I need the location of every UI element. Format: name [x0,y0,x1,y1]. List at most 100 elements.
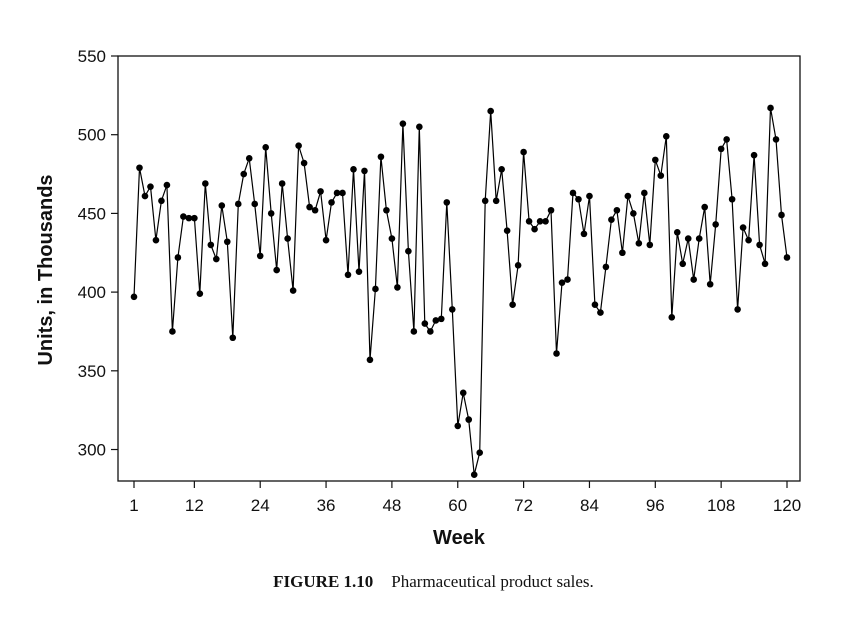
y-tick-label: 400 [78,283,106,302]
figure-caption: FIGURE 1.10 Pharmaceutical product sales. [0,572,867,592]
data-point [147,183,154,190]
data-point [619,249,626,257]
data-point [630,210,637,217]
data-point [465,416,473,423]
data-point [256,252,264,260]
data-point [333,189,341,197]
data-point [657,172,665,179]
figure-caption-text: Pharmaceutical product sales. [391,572,594,591]
data-point [377,153,385,161]
x-tick-label: 36 [317,496,336,515]
data-point [267,210,275,217]
data-point [245,155,253,162]
data-point [745,236,752,244]
data-point [328,199,335,206]
data-point [207,241,215,249]
y-tick-label: 350 [78,362,106,381]
data-point [586,192,593,200]
data-point [553,350,560,357]
data-point [641,189,648,197]
data-point [673,228,681,236]
data-point [756,241,763,249]
y-tick-label: 500 [78,126,106,145]
data-point [432,317,440,324]
data-point [410,328,418,335]
data-point [443,199,451,206]
data-point [613,206,621,214]
data-point [284,235,291,242]
data-point [300,159,308,167]
data-point [547,206,555,214]
data-point [750,151,758,159]
x-tick-label: 96 [646,496,665,515]
data-point [767,104,774,112]
data-point [366,356,374,364]
data-point [251,200,259,208]
data-point [317,188,324,195]
data-point [361,167,368,175]
y-tick-label: 550 [78,47,106,66]
data-point [202,180,209,187]
x-tick-label: 108 [707,496,735,515]
data-point [717,145,725,153]
data-point [558,279,566,286]
data-point [728,195,736,203]
data-point [564,276,571,283]
data-point [240,170,248,178]
data-point [454,422,462,430]
data-point [448,306,456,313]
data-point [679,260,687,268]
data-point [531,225,538,233]
data-point [152,236,160,244]
data-point [372,285,379,293]
data-point [213,255,220,263]
data-point [778,211,785,219]
data-point [399,120,407,127]
data-point [761,260,769,268]
data-point [394,284,401,291]
data-point [635,240,643,247]
data-point [421,320,429,327]
data-point [652,156,659,164]
data-point [514,262,522,269]
data-point [388,235,396,242]
data-point [185,214,193,222]
data-point [459,389,467,397]
data-point [158,197,165,205]
data-point [684,235,692,242]
figure-label: FIGURE 1.10 [273,572,374,591]
data-point [322,236,330,244]
data-point [662,132,670,140]
data-point [536,217,544,225]
data-point [196,290,204,297]
data-point [169,328,176,335]
data-point [262,143,269,151]
data-point [416,123,423,131]
data-point [772,136,780,143]
data-point [470,471,478,479]
data-point [273,266,280,274]
data-point [646,241,654,249]
x-tick-label: 1 [129,496,138,515]
data-point [503,227,511,235]
data-point [602,263,610,271]
data-point [624,192,632,200]
data-point [229,334,237,342]
x-tick-label: 60 [448,496,467,515]
sales-series [130,104,791,479]
data-point [355,268,363,275]
x-tick-label: 24 [251,496,270,515]
data-point [734,306,741,313]
data-point [597,309,604,316]
data-point [339,189,346,197]
data-point [306,203,313,211]
data-point [487,107,494,115]
data-point [525,217,533,225]
y-tick-label: 300 [78,441,106,460]
data-point [591,301,599,309]
data-point [405,247,412,255]
plot-area-frame [117,55,801,482]
x-tick-label: 12 [185,496,204,515]
data-point [498,166,505,173]
